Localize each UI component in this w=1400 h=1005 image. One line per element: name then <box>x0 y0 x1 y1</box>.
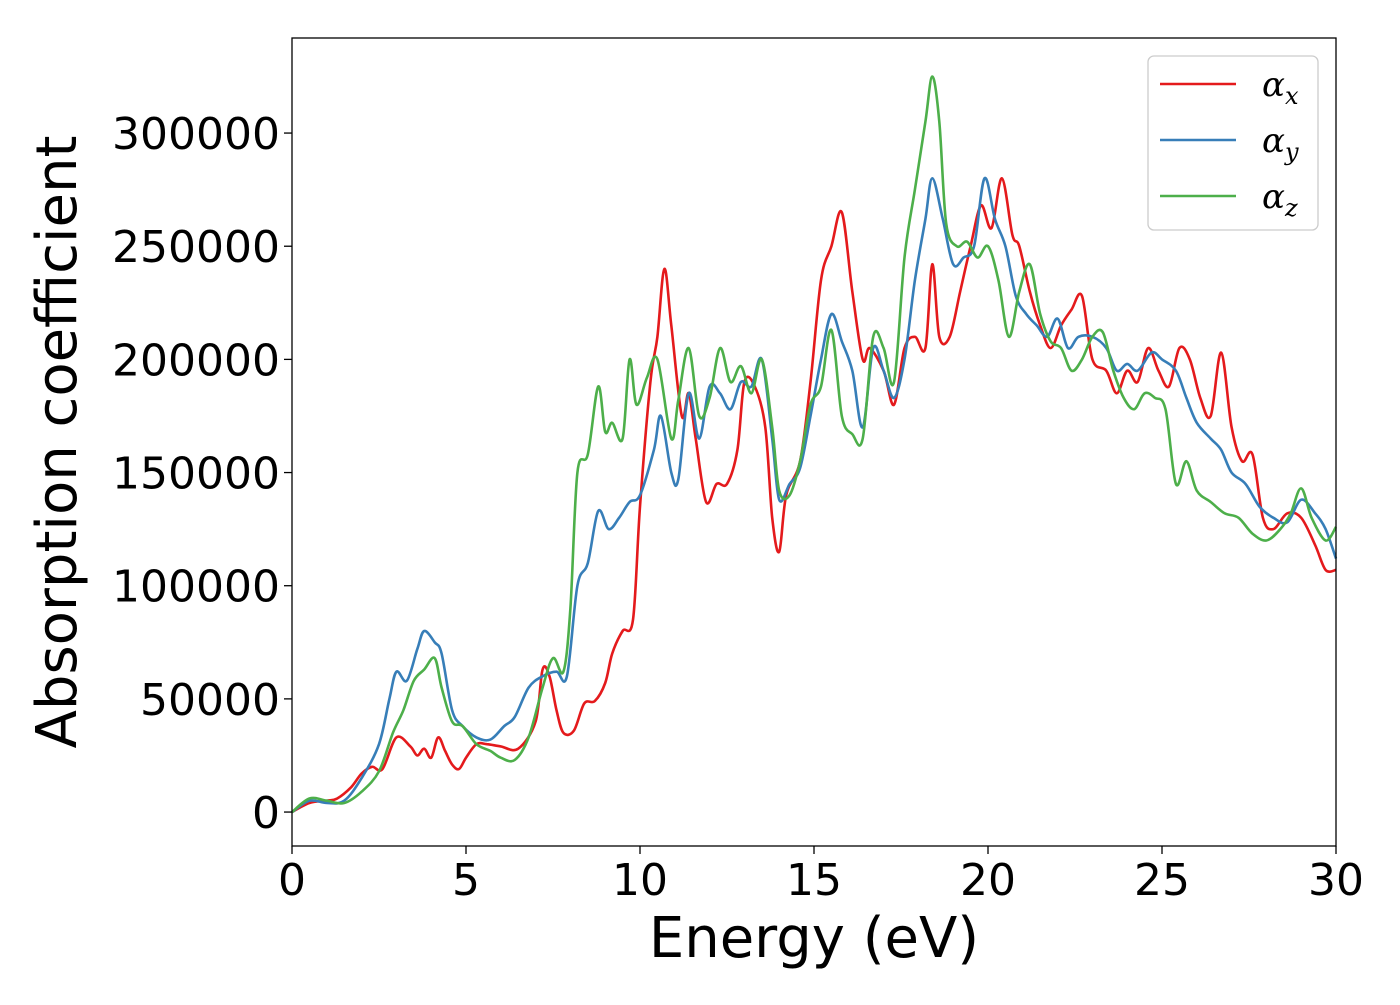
x-tick-label: 5 <box>452 855 480 906</box>
series-line-y <box>291 176 1338 814</box>
x-tick-label: 10 <box>612 855 668 906</box>
x-axis-title: Energy (eV) <box>649 906 979 971</box>
legend: αx αy αz <box>1147 55 1319 231</box>
legend-box <box>1147 55 1319 231</box>
y-tick-label: 250000 <box>112 222 280 273</box>
series-line-z <box>291 75 1338 814</box>
y-tick-label: 100000 <box>112 562 280 613</box>
x-tick-label: 20 <box>960 855 1016 906</box>
series-layer <box>291 75 1338 814</box>
x-tick-label: 30 <box>1308 855 1364 906</box>
y-tick-label: 300000 <box>112 109 280 160</box>
y-tick-label: 150000 <box>112 449 280 500</box>
y-axis-title: Absorption coefficient <box>25 136 90 749</box>
y-tick-label: 0 <box>252 788 280 839</box>
x-tick-label: 15 <box>786 855 842 906</box>
series-line-x <box>291 176 1337 814</box>
x-tick-label: 0 <box>278 855 306 906</box>
x-tick-label: 25 <box>1134 855 1190 906</box>
y-axis: 0 50000 100000 150000 200000 250000 300000 <box>112 109 292 839</box>
legend-label-z: αz <box>1262 177 1298 222</box>
legend-label-x: αx <box>1262 65 1299 110</box>
y-tick-label: 50000 <box>140 675 280 726</box>
legend-label-y: αy <box>1262 121 1299 166</box>
y-tick-label: 200000 <box>112 335 280 386</box>
x-axis: 0 5 10 15 20 25 30 <box>278 846 1364 906</box>
